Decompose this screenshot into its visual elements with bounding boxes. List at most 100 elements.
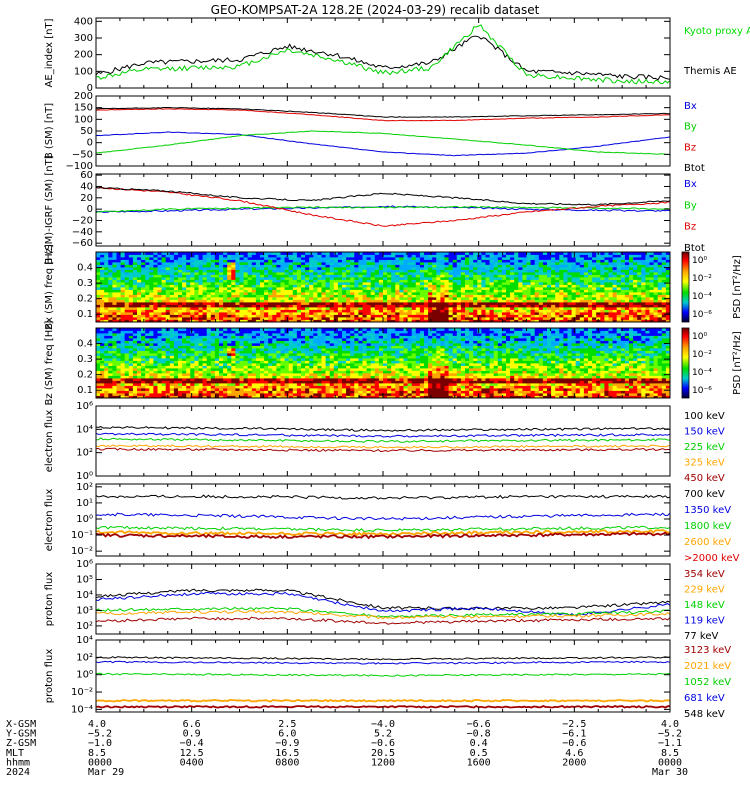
spectrogram-cell: [301, 267, 306, 270]
spectrogram-cell: [477, 265, 482, 268]
spectrogram-cell: [629, 307, 634, 310]
spectrogram-cell: [395, 270, 400, 273]
spectrogram-cell: [617, 300, 622, 303]
spectrogram-cell: [650, 290, 655, 293]
spectrogram-cell: [330, 280, 335, 283]
spectrogram-cell: [662, 255, 667, 258]
spectrogram-cell: [428, 272, 433, 275]
spectrogram-cell: [256, 267, 261, 270]
spectrogram-cell: [596, 312, 601, 315]
spectrogram-cell: [203, 338, 208, 341]
spectrogram-cell: [227, 312, 232, 315]
spectrogram-cell: [260, 282, 265, 285]
spectrogram-cell: [371, 295, 376, 298]
spectrogram-cell: [297, 315, 302, 318]
spectrogram-cell: [350, 265, 355, 268]
spectrogram-cell: [256, 280, 261, 283]
spectrogram-cell: [108, 358, 113, 361]
spectrogram-cell: [617, 295, 622, 298]
spectrogram-cell: [375, 307, 380, 310]
spectrogram-cell: [137, 302, 142, 305]
spectrogram-cell: [96, 376, 101, 379]
spectrogram-cell: [100, 307, 105, 310]
spectrogram-cell: [658, 317, 663, 320]
spectrogram-cell: [96, 272, 101, 275]
spectrogram-cell: [199, 353, 204, 356]
spectrogram-cell: [350, 272, 355, 275]
spectrogram-cell: [584, 315, 589, 318]
spectrogram-cell: [182, 295, 187, 298]
spectrogram-cell: [145, 275, 150, 278]
spectrogram-cell: [244, 275, 249, 278]
spectrogram-cell: [112, 358, 117, 361]
spectrogram-cell: [518, 262, 523, 265]
spectrogram-cell: [190, 341, 195, 344]
spectrogram-cell: [613, 257, 618, 260]
spectrogram-cell: [121, 376, 126, 379]
spectrogram-cell: [600, 267, 605, 270]
spectrogram-cell: [199, 297, 204, 300]
spectrogram-cell: [231, 260, 236, 263]
spectrogram-cell: [543, 300, 548, 303]
spectrogram-cell: [215, 307, 220, 310]
spectrogram-cell: [256, 315, 261, 318]
spectrogram-cell: [145, 346, 150, 349]
spectrogram-cell: [531, 255, 536, 258]
spectrogram-cell: [645, 262, 650, 265]
spectrogram-cell: [506, 302, 511, 305]
spectrogram-cell: [194, 393, 199, 396]
spectrogram-cell: [199, 262, 204, 265]
spectrogram-cell: [153, 317, 158, 320]
spectrogram-cell: [231, 302, 236, 305]
spectrogram-cell: [354, 265, 359, 268]
spectrogram-cell: [112, 393, 117, 396]
spectrogram-cell: [522, 295, 527, 298]
spectrogram-cell: [170, 255, 175, 258]
spectrogram-cell: [358, 267, 363, 270]
spectrogram-cell: [276, 317, 281, 320]
spectrogram-cell: [350, 262, 355, 265]
spectrogram-cell: [223, 275, 228, 278]
spectrogram-cell: [486, 287, 491, 290]
spectrogram-cell: [289, 315, 294, 318]
spectrogram-cell: [108, 333, 113, 336]
spectrogram-cell: [531, 272, 536, 275]
spectrogram-cell: [510, 275, 514, 278]
spectrogram-cell: [112, 378, 117, 381]
spectrogram-cell: [141, 358, 146, 361]
spectrogram-cell: [235, 280, 240, 283]
spectrogram-cell: [240, 272, 245, 275]
spectrogram-cell: [272, 282, 277, 285]
spectrogram-cell: [301, 292, 306, 295]
spectrogram-cell: [592, 275, 597, 278]
spectrogram-cell: [186, 277, 191, 280]
spectrogram-cell: [268, 300, 273, 303]
spectrogram-cell: [281, 287, 286, 290]
spectrogram-cell: [559, 305, 564, 308]
spectrogram-cell: [568, 302, 573, 305]
spectrogram-cell: [104, 381, 109, 384]
spectrogram-cell: [137, 343, 142, 346]
spectrogram-cell: [231, 257, 236, 260]
spectrogram-cell: [194, 260, 199, 263]
spectrogram-cell: [166, 270, 171, 273]
spectrogram-cell: [580, 260, 585, 263]
spectrogram-cell: [194, 338, 199, 341]
spectrogram-cell: [395, 257, 400, 260]
spectrogram-cell: [621, 300, 626, 303]
spectrogram-cell: [112, 287, 117, 290]
spectrogram-cell: [436, 255, 441, 258]
spectrogram-cell: [629, 255, 634, 258]
spectrogram-cell: [194, 356, 199, 359]
spectrogram-cell: [301, 300, 306, 303]
spectrogram-cell: [129, 338, 134, 341]
spectrogram-cell: [301, 260, 306, 263]
spectrogram-cell: [637, 270, 642, 273]
spectrogram-cell: [158, 351, 163, 354]
spectrogram-cell: [371, 302, 376, 305]
spectrogram-cell: [108, 277, 113, 280]
spectrogram-cell: [158, 265, 163, 268]
spectrogram-cell: [543, 305, 548, 308]
spectrogram-cell: [121, 348, 126, 351]
spectrogram-cell: [609, 255, 614, 258]
